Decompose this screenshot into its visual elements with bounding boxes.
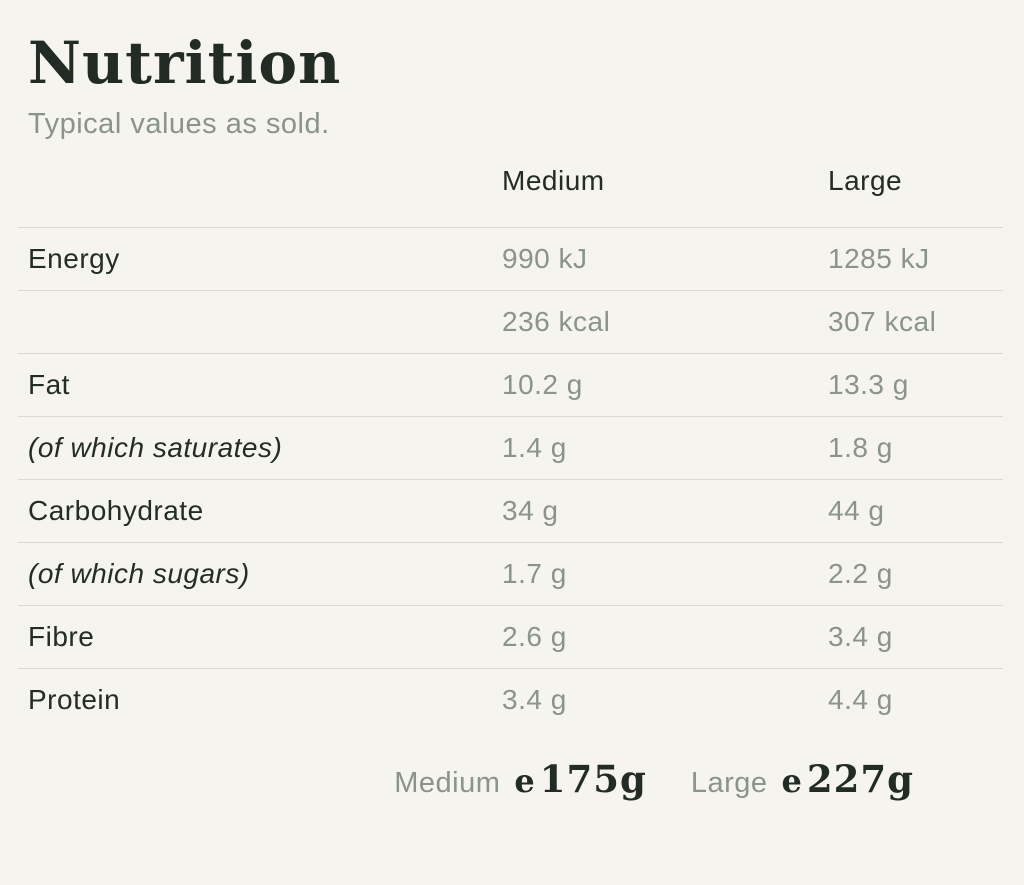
weight-value: e 175g: [514, 757, 646, 801]
row-large-value: 4.4 g: [828, 667, 1003, 732]
row-label: Fat: [18, 352, 502, 417]
row-label: Fibre: [18, 604, 502, 669]
nutrition-header: Nutrition Typical values as sold.: [0, 29, 1024, 141]
row-label: [18, 289, 502, 354]
nutrition-table-body: Energy 990 kJ 1285 kJ 236 kcal 307 kcal …: [18, 227, 1003, 732]
row-label: (of which saturates): [18, 415, 502, 480]
row-medium-value: 1.7 g: [502, 541, 828, 606]
weight-number: 227g: [806, 757, 914, 802]
row-label: Energy: [28, 242, 120, 274]
row-medium-value: 1.4 g: [502, 415, 828, 480]
row-large-value: 13.3 g: [828, 352, 1003, 417]
row-medium-value: 990 kJ: [502, 242, 588, 274]
row-large-value: 44 g: [828, 478, 1003, 543]
row-medium-value: 2.6 g: [502, 604, 828, 669]
weight-label: Large: [690, 767, 768, 800]
row-large-value: 307 kcal: [828, 289, 1003, 354]
row-medium-value: 3.4 g: [502, 667, 828, 732]
table-row: Fat 10.2 g 13.3 g: [18, 352, 1003, 417]
table-row: Energy 990 kJ 1285 kJ: [18, 227, 1003, 290]
table-header-row: Medium Large: [18, 140, 1003, 228]
estimate-symbol: e: [781, 762, 802, 801]
weight-label: Medium: [394, 767, 501, 800]
row-label: Protein: [18, 667, 502, 732]
weight-value: e 227g: [782, 757, 914, 801]
column-header-blank: [18, 140, 502, 228]
row-large-value: 1.8 g: [828, 415, 1003, 480]
row-medium-value: 10.2 g: [502, 352, 828, 417]
row-large-value: 3.4 g: [828, 604, 1003, 669]
nutrition-table: Medium Large Energy 990 kJ 1285 kJ 236 k…: [18, 140, 1003, 732]
weight-group-large: Large e 227g: [691, 757, 914, 801]
row-label: Carbohydrate: [18, 478, 502, 543]
column-header-large: Large: [828, 140, 1003, 228]
page-title: Nutrition: [28, 29, 342, 97]
table-row: Carbohydrate 34 g 44 g: [18, 478, 1003, 543]
table-row: (of which sugars) 1.7 g 2.2 g: [18, 541, 1003, 606]
row-medium-value: 236 kcal: [502, 289, 828, 354]
table-row: Protein 3.4 g 4.4 g: [18, 667, 1003, 732]
table-row: 236 kcal 307 kcal: [18, 289, 1003, 354]
row-medium-value: 34 g: [502, 478, 828, 543]
row-large-value: 1285 kJ: [828, 242, 930, 274]
weight-group-medium: Medium e 175g: [394, 757, 647, 801]
row-large-value: 2.2 g: [828, 541, 1003, 606]
estimate-symbol: e: [514, 762, 535, 801]
weight-number: 175g: [539, 757, 647, 802]
column-header-medium: Medium: [502, 140, 828, 228]
page-subtitle: Typical values as sold.: [28, 107, 330, 140]
table-row: Fibre 2.6 g 3.4 g: [18, 604, 1003, 669]
net-weight-footer: Medium e 175g Large e 227g: [0, 757, 1024, 801]
table-row: (of which saturates) 1.4 g 1.8 g: [18, 415, 1003, 480]
row-label: (of which sugars): [18, 541, 502, 606]
